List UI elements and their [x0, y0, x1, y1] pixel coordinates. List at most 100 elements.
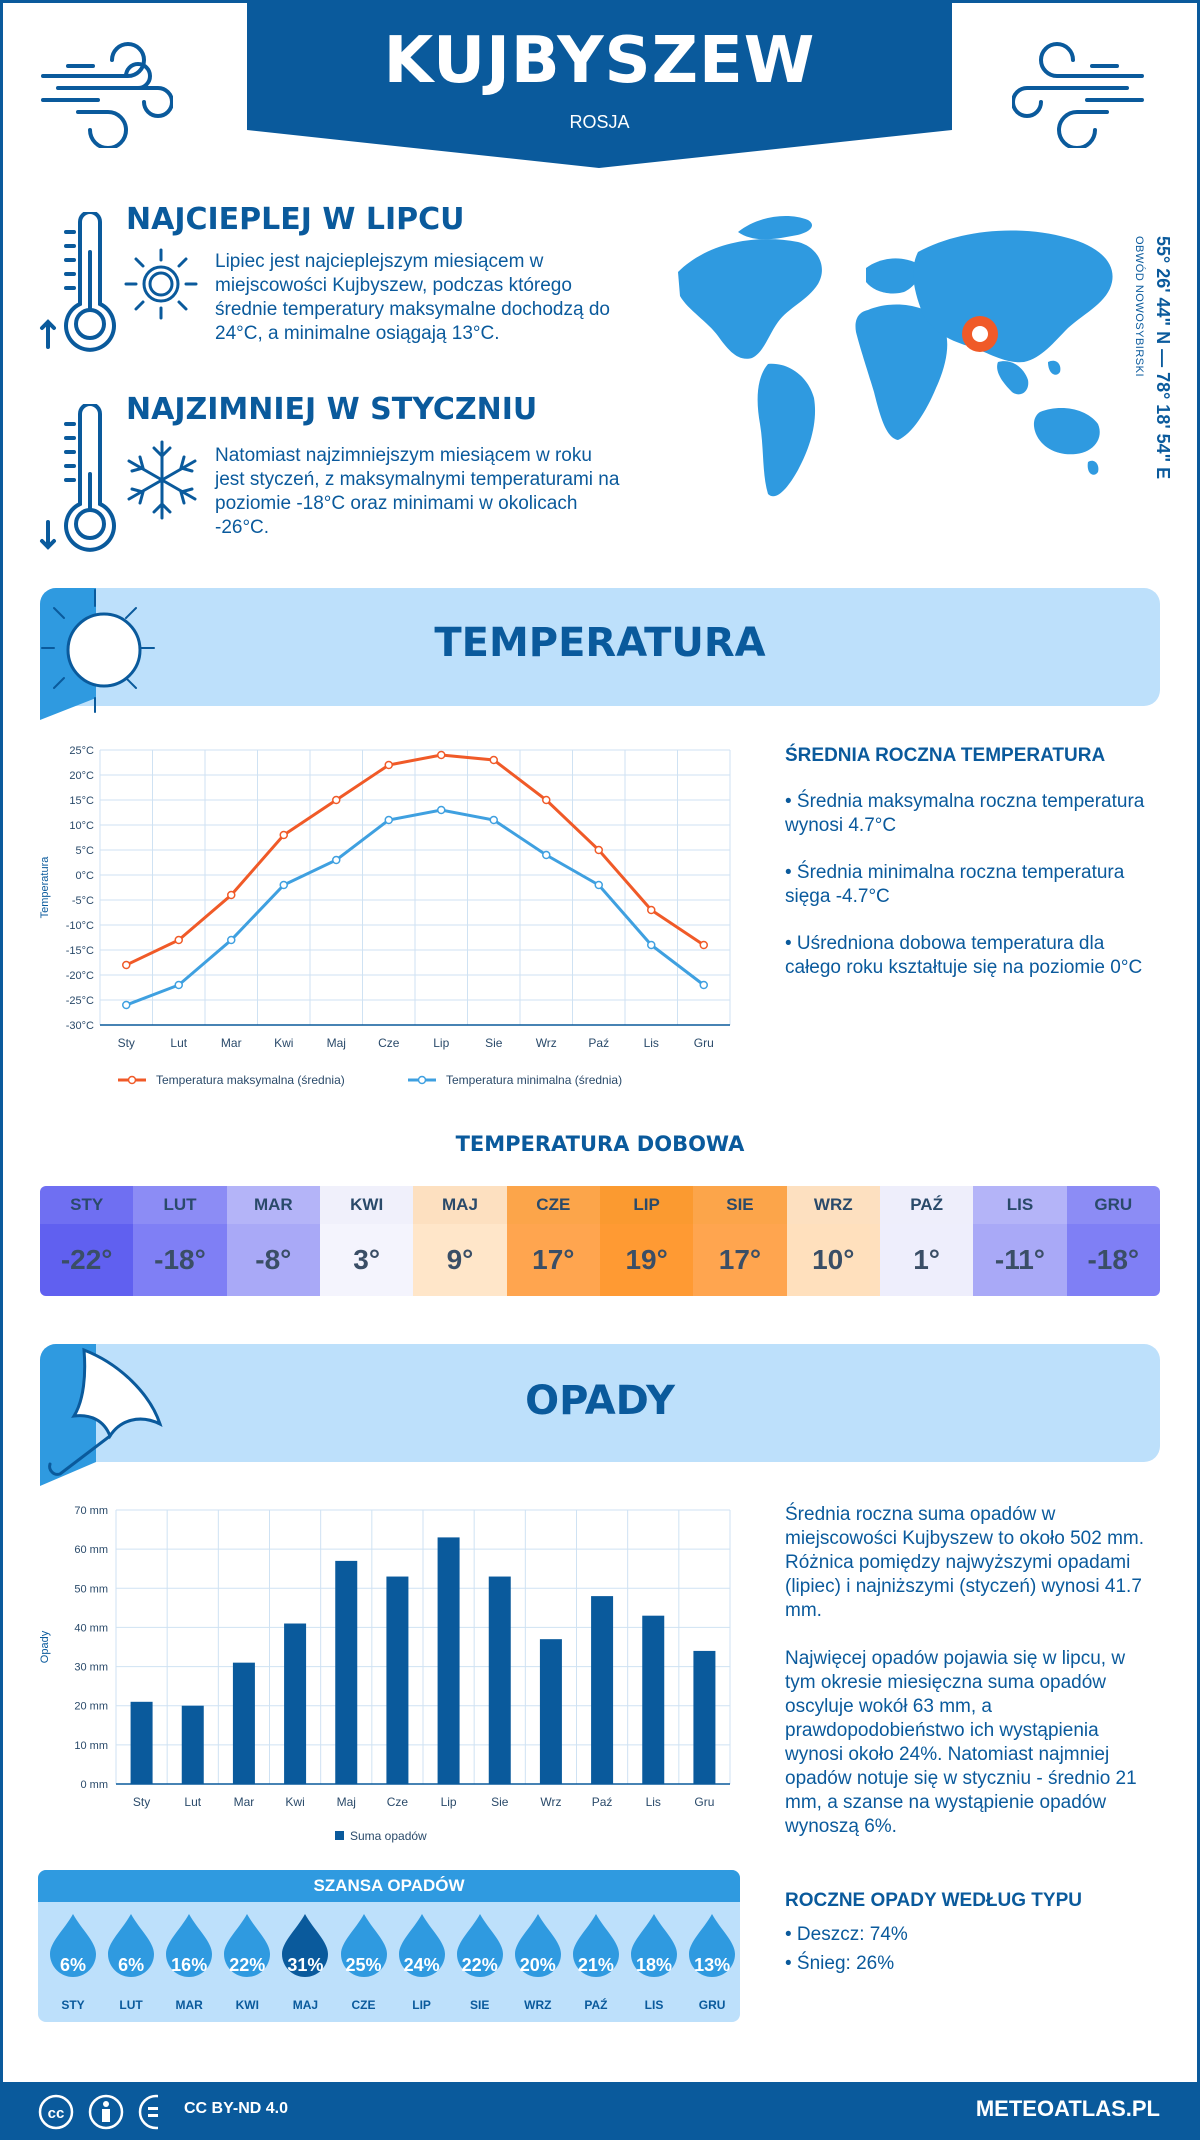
- daily-temp-month: LUT: [133, 1186, 227, 1224]
- x-tick-label: Mar: [221, 1036, 242, 1050]
- y-tick-label: 20°C: [69, 770, 94, 782]
- y-tick-label: -10°C: [66, 920, 94, 932]
- daily-temp-month: WRZ: [786, 1186, 880, 1224]
- daily-temp-column: SIE 17°: [693, 1186, 787, 1296]
- rain-chance-value: 13%: [694, 1955, 731, 1975]
- y-tick-label: 50 mm: [74, 1583, 108, 1595]
- y-tick-label: -25°C: [66, 995, 94, 1007]
- bar: [437, 1537, 460, 1784]
- rain-chance-value: 24%: [403, 1955, 440, 1975]
- x-tick-label: Sty: [118, 1036, 135, 1050]
- x-tick-label: Cze: [378, 1036, 400, 1050]
- x-tick-label: Lut: [170, 1036, 187, 1050]
- data-point: [489, 755, 498, 765]
- legend-marker: [417, 1075, 427, 1085]
- rain-chance-month: LIS: [644, 1998, 664, 2012]
- x-tick-label: Lut: [184, 1795, 201, 1809]
- bar: [130, 1701, 153, 1784]
- coordinates-label: 55° 26' 44" N — 78° 18' 54" E: [1153, 236, 1173, 480]
- daily-temp-value: 3°: [319, 1224, 414, 1296]
- rain-chance-month: LIP: [412, 1998, 431, 2012]
- data-point: [647, 905, 656, 915]
- raindrop-icon: [108, 1914, 155, 1977]
- country-label: ROSJA: [569, 112, 630, 132]
- data-point: [227, 935, 236, 945]
- sun-section-icon: [40, 588, 155, 720]
- x-tick-label: Lip: [433, 1036, 449, 1050]
- legend-label: Temperatura maksymalna (średnia): [156, 1073, 345, 1087]
- rain-chance-month: WRZ: [524, 1998, 552, 2012]
- svg-text:cc: cc: [48, 2105, 65, 2122]
- y-tick-label: 60 mm: [74, 1544, 108, 1556]
- legend-label: Temperatura minimalna (średnia): [446, 1073, 622, 1087]
- rain-chance-month: GRU: [698, 1998, 726, 2012]
- x-tick-label: Paź: [592, 1795, 613, 1809]
- rain-chance-value: 25%: [345, 1955, 382, 1975]
- y-tick-label: 40 mm: [74, 1622, 108, 1634]
- daily-temp-month: STY: [40, 1186, 134, 1224]
- daily-temp-month: SIE: [693, 1186, 787, 1224]
- rain-chance-value: 6%: [59, 1955, 86, 1975]
- y-tick-label: 25°C: [69, 745, 94, 757]
- x-tick-label: Lip: [441, 1795, 457, 1809]
- site-link[interactable]: METEOATLAS.PL: [975, 2096, 1160, 2121]
- precip-type-heading: ROCZNE OPADY WEDŁUG TYPU: [785, 1890, 1082, 1911]
- rain-chance-month: STY: [61, 1998, 85, 2012]
- y-tick-label: 30 mm: [74, 1662, 108, 1674]
- license-icons: cc: [38, 2094, 158, 2130]
- x-tick-label: Gru: [694, 1036, 714, 1050]
- daily-temp-value: 9°: [413, 1224, 507, 1296]
- sun-icon: [124, 248, 198, 320]
- y-axis-label: Opady: [39, 1630, 51, 1663]
- data-point: [594, 845, 603, 855]
- footer: [0, 2082, 1200, 2140]
- raindrop-icon: [689, 1914, 736, 1977]
- daily-temp-month: KWI: [319, 1186, 414, 1224]
- rain-chance-title: SZANSA OPADÓW: [38, 1870, 740, 1902]
- bar: [539, 1639, 562, 1784]
- annual-temp-heading: ŚREDNIA ROCZNA TEMPERATURA: [785, 745, 1106, 766]
- daily-temp-month: CZE: [506, 1186, 600, 1224]
- data-point: [437, 750, 446, 760]
- rain-chance-value: 22%: [461, 1955, 498, 1975]
- coldest-heading: NAJZIMNIEJ W STYCZNIU: [126, 392, 538, 427]
- daily-temp-title: TEMPERATURA DOBOWA: [455, 1132, 745, 1156]
- y-tick-label: -30°C: [66, 1020, 94, 1032]
- rain-chance-month: MAR: [175, 1998, 203, 2012]
- x-tick-label: Wrz: [536, 1036, 557, 1050]
- data-point: [542, 795, 551, 805]
- daily-temp-value: -18°: [133, 1224, 227, 1296]
- bar: [386, 1576, 409, 1784]
- y-tick-label: 0 mm: [81, 1779, 109, 1791]
- y-tick-label: 5°C: [76, 845, 95, 857]
- y-tick-label: 20 mm: [74, 1701, 108, 1713]
- raindrop-icon: [166, 1914, 213, 1977]
- x-tick-label: Sie: [485, 1036, 503, 1050]
- x-tick-label: Kwi: [274, 1036, 293, 1050]
- rain-chance-month: MAJ: [292, 1998, 319, 2012]
- license-text: CC BY-ND 4.0: [184, 2100, 289, 2117]
- daily-temp-value: -18°: [1066, 1224, 1160, 1296]
- raindrop-icon: [398, 1914, 445, 1977]
- bar: [181, 1705, 204, 1784]
- rain-chance-month: CZE: [351, 1998, 376, 2012]
- y-tick-label: 10 mm: [74, 1740, 108, 1752]
- daily-temp-value: 10°: [786, 1224, 880, 1296]
- x-tick-label: Sie: [491, 1795, 509, 1809]
- bar: [591, 1596, 614, 1784]
- data-point: [384, 815, 393, 825]
- raindrop-icon: [456, 1914, 503, 1977]
- rain-chance-value: 20%: [519, 1955, 556, 1975]
- y-tick-label: 15°C: [69, 795, 94, 807]
- bar: [693, 1650, 716, 1784]
- world-map: [678, 216, 1113, 497]
- daily-temp-column: WRZ 10°: [786, 1186, 880, 1296]
- daily-temp-month: LIS: [973, 1186, 1067, 1224]
- y-tick-label: 70 mm: [74, 1505, 108, 1517]
- y-tick-label: 0°C: [76, 870, 95, 882]
- annual-temp-daily: • Uśredniona dobowa temperatura dla całe…: [785, 933, 1143, 978]
- data-point: [279, 830, 288, 840]
- daily-temp-value: -11°: [973, 1224, 1067, 1296]
- raindrop-icon: [631, 1914, 677, 1977]
- daily-temp-month: MAJ: [413, 1186, 507, 1224]
